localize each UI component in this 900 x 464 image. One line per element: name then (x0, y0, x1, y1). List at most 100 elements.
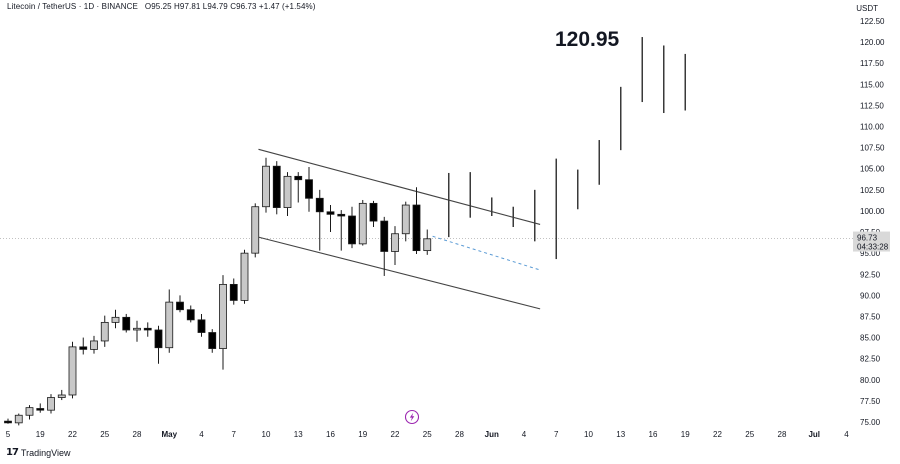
y-tick-label: 87.50 (860, 312, 881, 321)
candle (68, 341, 77, 399)
candle-body (348, 215, 356, 245)
target-annotation: 120.95 (555, 28, 620, 51)
candle-body (412, 204, 421, 252)
candle (133, 320, 141, 342)
tradingview-logo-icon[interactable]: 17 (6, 447, 19, 458)
y-axis[interactable]: 122.50 120.00 117.50 115.00 112.50 110.00 107.… (860, 17, 885, 427)
x-tick-label: Jun (485, 430, 499, 439)
candle-body (240, 252, 249, 301)
candle (326, 205, 335, 233)
x-tick-label: 22 (391, 430, 400, 439)
candle (176, 295, 184, 313)
x-axis[interactable]: 5 19 22 25 28 May 4 7 10 13 16 19 22 25 28 Jun 4 7 10 13 16 1… (6, 430, 850, 439)
candle (251, 203, 260, 258)
candle-body (68, 346, 77, 396)
symbol-name[interactable]: Litecoin / TetherUS (7, 2, 77, 11)
candle-body (358, 202, 367, 245)
x-tick-label: 13 (294, 430, 303, 439)
y-tick-label: 95.00 (860, 249, 881, 258)
candle (412, 187, 421, 255)
y-tick-label: 112.50 (860, 101, 884, 110)
candle (79, 337, 88, 355)
x-tick-label: 25 (745, 430, 754, 439)
x-tick-label: 19 (681, 430, 690, 439)
candle-body (154, 329, 163, 349)
candle (283, 172, 292, 217)
drawing-layer (258, 148, 541, 310)
y-tick-label: 117.50 (860, 59, 884, 68)
candle (90, 335, 98, 354)
candle (219, 275, 227, 370)
candle (315, 189, 324, 251)
candle (165, 289, 174, 353)
low-value: L94.79 (202, 2, 228, 11)
x-tick-label: 5 (6, 430, 11, 439)
flash-icon[interactable] (404, 409, 420, 425)
x-tick-label: 28 (778, 430, 787, 439)
y-tick-label: 115.00 (860, 80, 884, 89)
candle (47, 394, 55, 414)
brand-name[interactable]: TradingView (20, 447, 71, 458)
candle (197, 313, 206, 337)
y-tick-label: 120.00 (860, 38, 885, 47)
candle (240, 249, 249, 304)
y-tick-label: 110.00 (860, 123, 884, 132)
x-tick-label: May (161, 430, 177, 439)
x-tick-label: 19 (358, 430, 367, 439)
price-label-countdown: 04:33:28 (857, 243, 889, 252)
candle-body (272, 165, 281, 208)
candle (122, 313, 131, 333)
candle (25, 405, 34, 420)
x-tick-label: 7 (554, 430, 559, 439)
candle (401, 201, 410, 242)
y-tick-label: 105.00 (860, 165, 885, 174)
x-tick-label: 4 (844, 430, 849, 439)
high-value: H97.81 (174, 2, 201, 11)
currency-label[interactable]: USDT (856, 4, 878, 13)
x-tick-label: Jul (808, 430, 820, 439)
candle-body (143, 327, 152, 331)
candle-body (219, 283, 227, 349)
candle-body (337, 213, 346, 217)
x-tick-label: 22 (68, 430, 77, 439)
candle-body (57, 394, 66, 398)
candle-body (36, 408, 45, 411)
x-tick-label: 16 (649, 430, 658, 439)
price-label-box (853, 231, 890, 252)
candle (111, 309, 120, 329)
candle-body (165, 301, 174, 349)
candle (423, 229, 432, 255)
open-value: O95.25 (144, 2, 172, 11)
projection-bars (448, 37, 686, 260)
candle (348, 206, 356, 249)
last-price-label: 96.73 04:33:28 (853, 231, 890, 252)
candle-body (283, 175, 292, 208)
candle-body (391, 233, 399, 252)
candle-body (315, 197, 324, 213)
candle-body (326, 211, 335, 215)
candle-body (4, 420, 12, 424)
candle (154, 325, 163, 364)
channel-lower-line (258, 236, 541, 310)
exchange: BINANCE (101, 2, 138, 11)
candle (262, 157, 270, 213)
candle-body (122, 316, 131, 331)
candle-body (25, 407, 34, 416)
y-tick-label: 85.00 (860, 334, 881, 343)
x-tick-label: 22 (713, 430, 722, 439)
interval[interactable]: 1D (83, 2, 95, 11)
x-tick-label: 4 (522, 430, 527, 439)
candle-body (14, 414, 23, 424)
candle-body (186, 309, 195, 321)
x-tick-label: 10 (584, 430, 593, 439)
y-tick-label: 122.50 (860, 17, 885, 26)
close-value: C96.73 (230, 2, 257, 11)
candle (208, 329, 217, 353)
candle-body (401, 204, 410, 235)
candle-body (229, 283, 238, 301)
y-tick-label: 107.50 (860, 144, 885, 153)
candle-body (208, 332, 217, 349)
x-tick-label: 25 (423, 430, 432, 439)
candle-body (369, 202, 378, 222)
